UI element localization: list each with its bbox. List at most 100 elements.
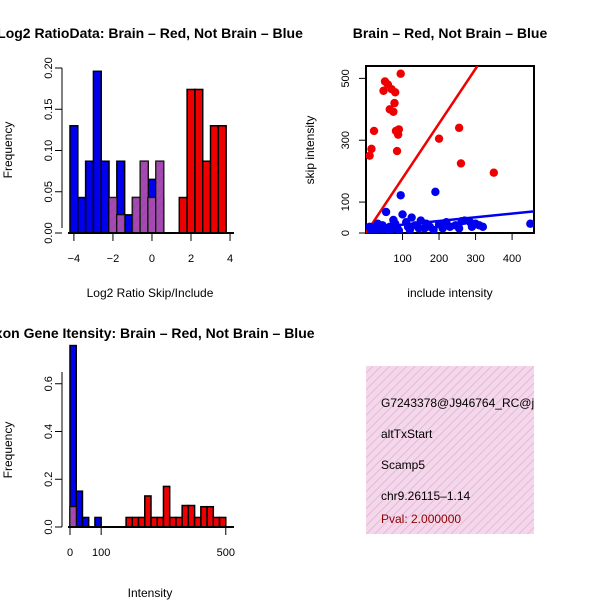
- info-panel: G7243378@J946764_RC@j_at altTxStart Scam…: [366, 366, 551, 534]
- bar-brain-8: [168, 516, 177, 528]
- bar-notbrain-1: [77, 196, 87, 234]
- x-tick-label-4: 4: [227, 253, 233, 265]
- y-tick-label-0: 0: [340, 230, 352, 236]
- point-brain-1: [367, 144, 376, 154]
- bar-notbrain-2: [84, 160, 95, 234]
- point-brain-0: [366, 151, 374, 160]
- bar-brain-1: [125, 516, 134, 528]
- y-tick-label-3: 0.15: [43, 99, 55, 120]
- point-brain-18: [456, 159, 466, 168]
- info-location: chr9.26115–1.14: [381, 489, 471, 503]
- x-axis-label: Intensity: [128, 586, 173, 600]
- x-tick-label-3: 2: [188, 253, 194, 265]
- x-axis-label: Log2 Ratio Skip/Include: [87, 286, 214, 300]
- bar-overlap-hatch-3: [140, 161, 149, 233]
- bar-brain-13: [200, 505, 208, 528]
- point-brain-2: [369, 126, 379, 136]
- bar-notbrain-2: [81, 516, 90, 528]
- x-tick-label-2: 0: [149, 253, 155, 265]
- bars-group: [69, 344, 227, 528]
- y-tick-label-1: 0.2: [43, 472, 55, 487]
- point-brain-8: [389, 107, 398, 116]
- point-notbrain-29: [431, 187, 440, 197]
- bar-brain-12: [193, 516, 202, 528]
- x-tick-label-0: 0: [67, 547, 73, 559]
- point-brain-14: [394, 125, 404, 134]
- bar-notbrain-3: [92, 70, 102, 234]
- bar-brain-10: [181, 504, 190, 528]
- info-event: altTxStart: [381, 427, 433, 441]
- y-axis-label: Frequency: [1, 122, 15, 179]
- points-group: [366, 66, 534, 233]
- point-brain-3: [379, 86, 388, 95]
- bar-overlap-hatch-2: [132, 197, 141, 233]
- bar-notbrain-0: [69, 344, 77, 528]
- y-axis-label: skip intensity: [303, 116, 317, 185]
- bar-overlap-hatch-5: [155, 161, 164, 233]
- info-background: [366, 366, 534, 534]
- point-brain-17: [454, 123, 464, 133]
- bar-notbrain-4: [100, 160, 110, 234]
- y-tick-label-2: 0.4: [43, 424, 55, 439]
- bar-notbrain-1: [75, 490, 84, 528]
- bar-overlap-hatch-4: [148, 197, 156, 233]
- point-brain-9: [390, 98, 399, 108]
- y-tick-label-4: 0.20: [43, 57, 55, 78]
- bar-brain-16: [218, 516, 227, 528]
- bar-brain-4: [144, 495, 152, 528]
- bar-brain-6: [178, 196, 188, 234]
- bar-brain-3: [137, 516, 146, 528]
- point-notbrain-21: [407, 213, 416, 222]
- panel-intensity-histogram: Exon Gene Itensity: Brain – Red, Not Bra…: [0, 325, 315, 600]
- point-brain-12: [392, 146, 402, 156]
- point-brain-16: [434, 134, 444, 143]
- point-brain-15: [396, 69, 405, 78]
- point-notbrain-31: [438, 224, 447, 233]
- tick-group: 100 200 300 400 0 100 300 500: [340, 69, 521, 265]
- bar-brain-5: [150, 516, 158, 528]
- bar-brain-9: [201, 160, 212, 234]
- y-tick-label-0: 0.0: [43, 519, 55, 534]
- x-tick-label-1: 100: [92, 547, 110, 559]
- tick-group: 0 100 500 0.0 0.2 0.4 0.6: [43, 376, 235, 559]
- chart-title: Exon Gene Itensity: Brain – Red, Not Bra…: [0, 325, 315, 341]
- x-tick-label-0: −4: [68, 253, 81, 265]
- x-tick-label-1: 200: [430, 253, 448, 265]
- bar-brain-6: [156, 516, 165, 528]
- point-notbrain-42: [478, 222, 488, 232]
- tick-group: −4 −2 0 2 4 0.00 0.05 0.10 0.15 0.20: [43, 57, 233, 265]
- bar-overlap-hatch-0: [109, 197, 117, 233]
- point-notbrain-17: [398, 210, 407, 219]
- y-tick-label-1: 100: [340, 193, 352, 211]
- y-tick-label-1: 0.05: [43, 181, 55, 202]
- bar-overlap-hatch-1: [116, 214, 125, 233]
- y-tick-label-2: 0.10: [43, 140, 55, 161]
- bar-brain-14: [206, 505, 215, 528]
- point-notbrain-8: [381, 207, 391, 217]
- point-notbrain-43: [526, 219, 534, 228]
- panel-scatter: Brain – Red, Not Brain – Blue 100 200 300 4…: [303, 25, 547, 300]
- y-tick-label-3: 500: [340, 69, 352, 87]
- bar-overlap-hatch-0: [70, 506, 77, 527]
- plot-frame: [365, 65, 535, 234]
- chart-title: Brain – Red, Not Brain – Blue: [353, 25, 548, 41]
- fit-line-brain: [366, 66, 479, 233]
- point-brain-10: [391, 88, 400, 97]
- x-tick-label-2: 500: [217, 547, 235, 559]
- bars-group: [69, 70, 227, 234]
- bar-brain-15: [212, 516, 221, 528]
- x-axis-label: include intensity: [407, 286, 492, 300]
- x-tick-label-0: 100: [393, 253, 411, 265]
- y-tick-label-3: 0.6: [43, 376, 55, 391]
- bar-notbrain-0: [69, 125, 79, 234]
- x-tick-label-3: 400: [503, 253, 521, 265]
- bar-brain-9: [175, 516, 183, 528]
- point-notbrain-35: [454, 224, 464, 233]
- point-notbrain-16: [396, 191, 405, 200]
- point-notbrain-15: [394, 226, 404, 233]
- info-id: G7243378@J946764_RC@j_at: [381, 396, 551, 410]
- point-brain-19: [489, 168, 499, 177]
- bar-brain-8: [194, 88, 204, 234]
- bar-notbrain-7: [123, 214, 134, 234]
